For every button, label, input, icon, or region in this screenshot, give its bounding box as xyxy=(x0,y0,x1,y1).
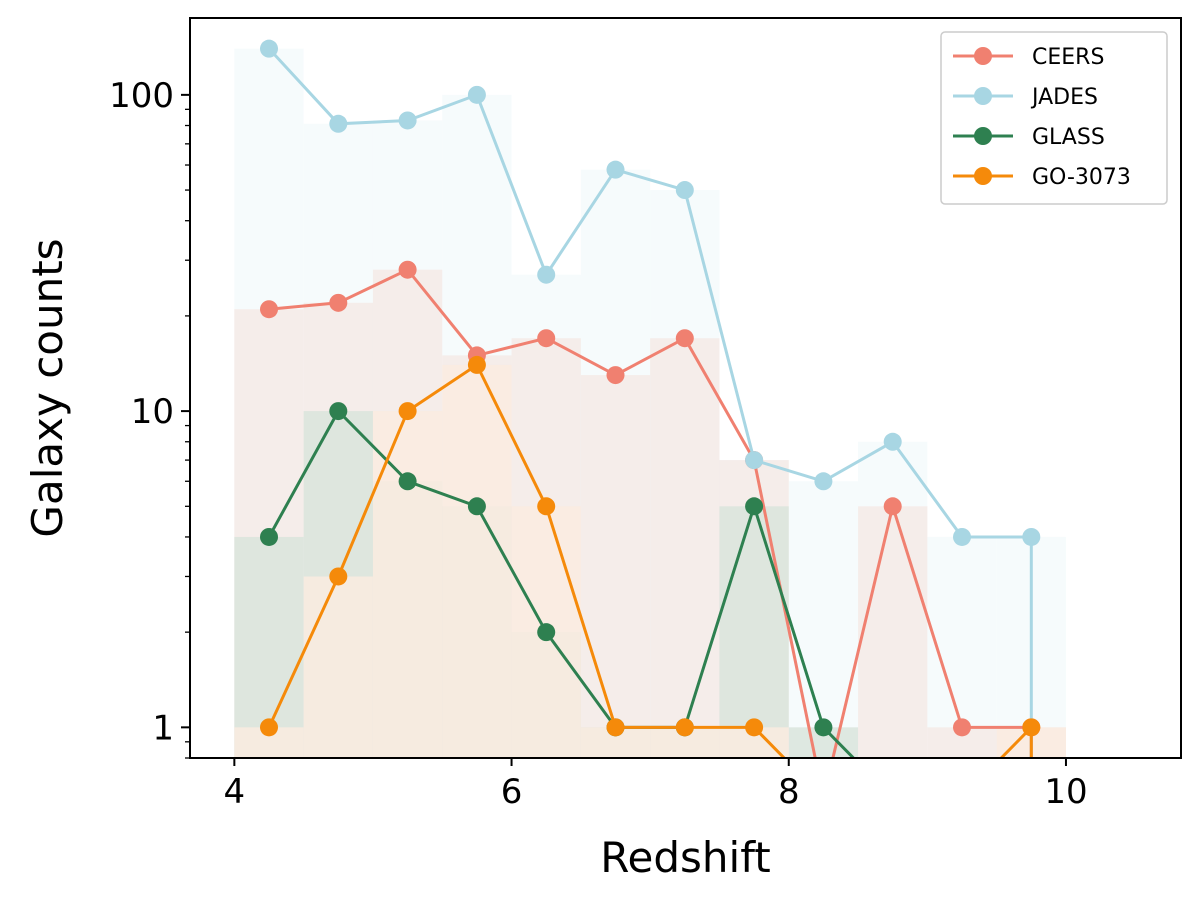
data-point-go-3073 xyxy=(1022,718,1041,737)
plot-frame xyxy=(189,17,1182,759)
data-point-jades xyxy=(537,265,556,284)
hist-bar-go-3073 xyxy=(650,727,720,758)
histogram-layer xyxy=(234,48,1066,758)
hist-bar-ceers xyxy=(927,727,997,758)
data-point-glass xyxy=(398,472,417,491)
legend-marker-jades xyxy=(974,87,992,105)
data-point-glass xyxy=(260,527,279,546)
hist-bar-ceers xyxy=(650,338,720,758)
data-point-jades xyxy=(606,160,625,179)
hist-bar-glass xyxy=(719,506,789,758)
data-point-jades xyxy=(675,181,694,200)
series-line-ceers xyxy=(268,267,1032,758)
hist-bar-go-3073 xyxy=(580,727,651,758)
x-tick-label: 8 xyxy=(778,772,800,812)
legend-marker-glass xyxy=(974,127,992,145)
data-point-ceers xyxy=(398,260,417,279)
data-point-ceers xyxy=(675,329,694,348)
data-point-go-3073 xyxy=(260,718,279,737)
legend-label-glass: GLASS xyxy=(1032,125,1105,150)
legend-marker-go-3073 xyxy=(974,167,992,185)
data-point-glass xyxy=(537,623,556,642)
data-point-ceers xyxy=(537,329,556,348)
data-point-jades xyxy=(814,472,833,491)
x-axis-label: Redshift xyxy=(600,833,770,882)
data-point-go-3073 xyxy=(606,718,625,737)
axes-layer: 4 6 8 10 1 10 100 xyxy=(109,76,1087,812)
legend-label-ceers: CEERS xyxy=(1032,45,1104,70)
data-point-ceers xyxy=(329,293,348,312)
x-tick-label: 10 xyxy=(1044,772,1087,812)
data-point-jades xyxy=(883,432,902,451)
legend: CEERS JADES GLASS GO-3073 xyxy=(940,31,1168,205)
y-tick-label: 1 xyxy=(152,708,174,748)
x-tick-label: 4 xyxy=(224,772,246,812)
hist-bar-go-3073 xyxy=(511,506,581,758)
data-point-glass xyxy=(745,497,764,516)
series-line-jades xyxy=(267,47,1032,539)
y-axis-label: Galaxy counts xyxy=(23,238,72,537)
data-point-ceers xyxy=(606,366,625,385)
data-point-jades xyxy=(953,527,972,546)
legend-label-go-3073: GO-3073 xyxy=(1032,165,1131,190)
data-point-glass xyxy=(814,718,833,737)
data-point-go-3073 xyxy=(467,355,486,374)
y-tick-label: 100 xyxy=(109,76,174,116)
data-point-go-3073 xyxy=(745,718,764,737)
data-point-glass xyxy=(467,497,486,516)
legend-label-jades: JADES xyxy=(1030,85,1098,110)
legend-box xyxy=(940,31,1168,205)
y-tick-label: 10 xyxy=(131,392,174,432)
x-tick-label: 6 xyxy=(501,772,523,812)
data-point-jades xyxy=(329,114,348,133)
data-point-jades xyxy=(467,85,486,104)
data-point-jades xyxy=(1022,527,1041,546)
hist-bar-go-3073 xyxy=(303,576,373,758)
series-line-glass xyxy=(267,408,856,758)
data-point-ceers xyxy=(260,300,279,319)
data-point-jades xyxy=(745,451,764,470)
hist-bar-ceers xyxy=(858,506,928,758)
data-point-jades xyxy=(398,111,417,130)
data-point-glass xyxy=(329,402,348,421)
data-point-jades xyxy=(260,39,279,58)
data-point-go-3073 xyxy=(675,718,694,737)
data-point-ceers xyxy=(883,497,902,516)
series-lines-layer xyxy=(260,39,1041,758)
series-line-go-3073 xyxy=(267,362,1033,758)
data-point-go-3073 xyxy=(329,567,348,586)
data-point-go-3073 xyxy=(398,402,417,421)
data-point-go-3073 xyxy=(537,497,556,516)
hist-bar-go-3073 xyxy=(442,364,512,758)
hist-bar-jades xyxy=(788,481,859,758)
legend-marker-ceers xyxy=(974,47,992,65)
data-point-ceers xyxy=(953,718,972,737)
hist-bar-jades xyxy=(927,536,997,758)
